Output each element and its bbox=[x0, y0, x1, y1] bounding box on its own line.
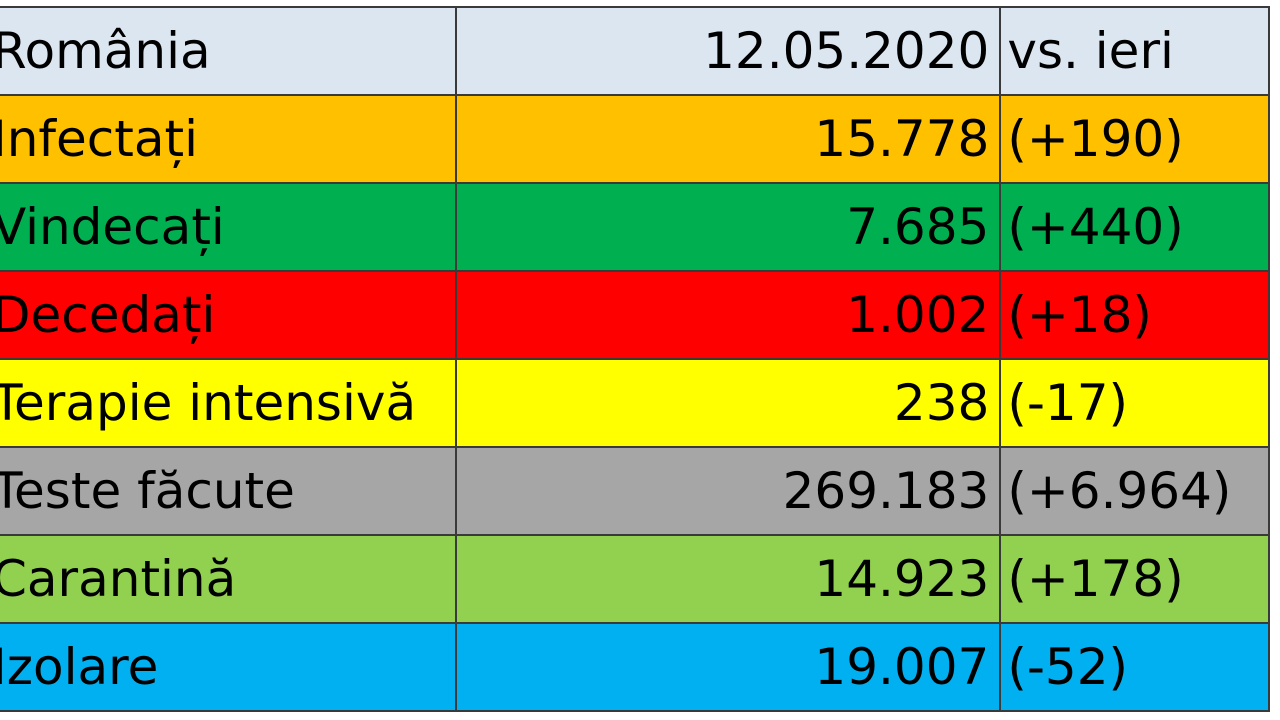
row-label: Infectați bbox=[0, 110, 199, 168]
header-row: România 12.05.2020 vs. ieri bbox=[0, 6, 1270, 96]
row-delta-cell: (+440) bbox=[999, 182, 1270, 272]
row-value-cell: 7.685 bbox=[454, 182, 1002, 272]
header-delta-cell: vs. ieri bbox=[999, 6, 1270, 96]
row-label-cell: Vindecați bbox=[0, 182, 457, 272]
row-label-cell: Teste făcute bbox=[0, 446, 457, 536]
table-row: Vindecați 7.685 (+440) bbox=[0, 182, 1270, 272]
table-row: Infectați 15.778 (+190) bbox=[0, 94, 1270, 184]
table-row: Terapie intensivă 238 (-17) bbox=[0, 358, 1270, 448]
row-label: Izolare bbox=[0, 638, 159, 696]
table-row: Teste făcute 269.183 (+6.964) bbox=[0, 446, 1270, 536]
header-country-cell: România bbox=[0, 6, 457, 96]
row-delta-cell: (+18) bbox=[999, 270, 1270, 360]
row-label-cell: Infectați bbox=[0, 94, 457, 184]
row-delta-cell: (-52) bbox=[999, 622, 1270, 712]
row-label-cell: Izolare bbox=[0, 622, 457, 712]
row-value-cell: 14.923 bbox=[454, 534, 1002, 624]
row-value-cell: 269.183 bbox=[454, 446, 1002, 536]
row-label: Teste făcute bbox=[0, 462, 295, 520]
row-value-cell: 15.778 bbox=[454, 94, 1002, 184]
header-date-cell: 12.05.2020 bbox=[454, 6, 1002, 96]
table-row: Izolare 19.007 (-52) bbox=[0, 622, 1270, 712]
row-label: Terapie intensivă bbox=[0, 374, 417, 432]
row-label: Vindecați bbox=[0, 198, 225, 256]
table-row: Carantină 14.923 (+178) bbox=[0, 534, 1270, 624]
covid-stats-table: România 12.05.2020 vs. ieri Infectați 15.… bbox=[0, 6, 1270, 712]
row-value-cell: 1.002 bbox=[454, 270, 1002, 360]
row-value-cell: 238 bbox=[454, 358, 1002, 448]
table-body: România 12.05.2020 vs. ieri Infectați 15.… bbox=[0, 6, 1270, 712]
row-delta-cell: (-17) bbox=[999, 358, 1270, 448]
row-delta-cell: (+190) bbox=[999, 94, 1270, 184]
table-row: Decedați 1.002 (+18) bbox=[0, 270, 1270, 360]
row-label-cell: Decedați bbox=[0, 270, 457, 360]
row-label: Carantină bbox=[0, 550, 237, 608]
row-label: Decedați bbox=[0, 286, 216, 344]
row-value-cell: 19.007 bbox=[454, 622, 1002, 712]
header-country-label: România bbox=[0, 22, 211, 80]
row-label-cell: Terapie intensivă bbox=[0, 358, 457, 448]
row-label-cell: Carantină bbox=[0, 534, 457, 624]
row-delta-cell: (+178) bbox=[999, 534, 1270, 624]
row-delta-cell: (+6.964) bbox=[999, 446, 1270, 536]
